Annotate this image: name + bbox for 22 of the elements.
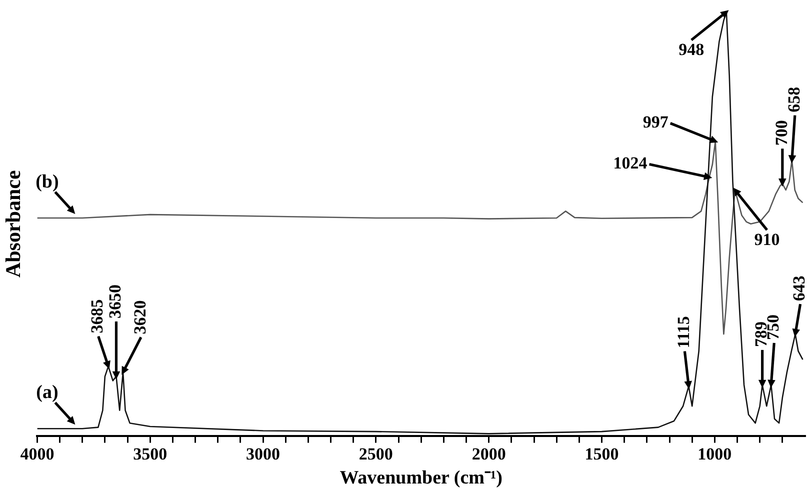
x-axis-title: Wavenumber (cm⁻¹) [340,468,502,489]
annotation: 910 [754,230,780,249]
series-label: (b) [36,171,59,192]
x-tick-label: 2500 [358,444,393,464]
annotation: 700 [772,120,791,146]
series-label: (a) [36,382,58,403]
annotation: 643 [790,276,807,302]
x-tick-label: 1500 [584,444,619,464]
annotation: 1115 [674,316,694,348]
y-axis-title: Absorbance [1,170,26,278]
annotation: 997 [642,112,669,132]
annotation: 3620 [130,300,150,334]
annotation: 3685 [88,299,107,334]
x-tick-label: 3000 [246,444,280,464]
annotation: 948 [678,40,704,59]
annotation: 1024 [613,154,648,173]
x-tick-label: 1000 [698,444,732,464]
annotation: 3650 [106,284,125,318]
x-tick-label: 2000 [472,444,506,464]
x-tick-label: 4000 [20,444,54,464]
x-tick-label: 3500 [133,444,168,464]
annotation: 658 [784,86,804,112]
